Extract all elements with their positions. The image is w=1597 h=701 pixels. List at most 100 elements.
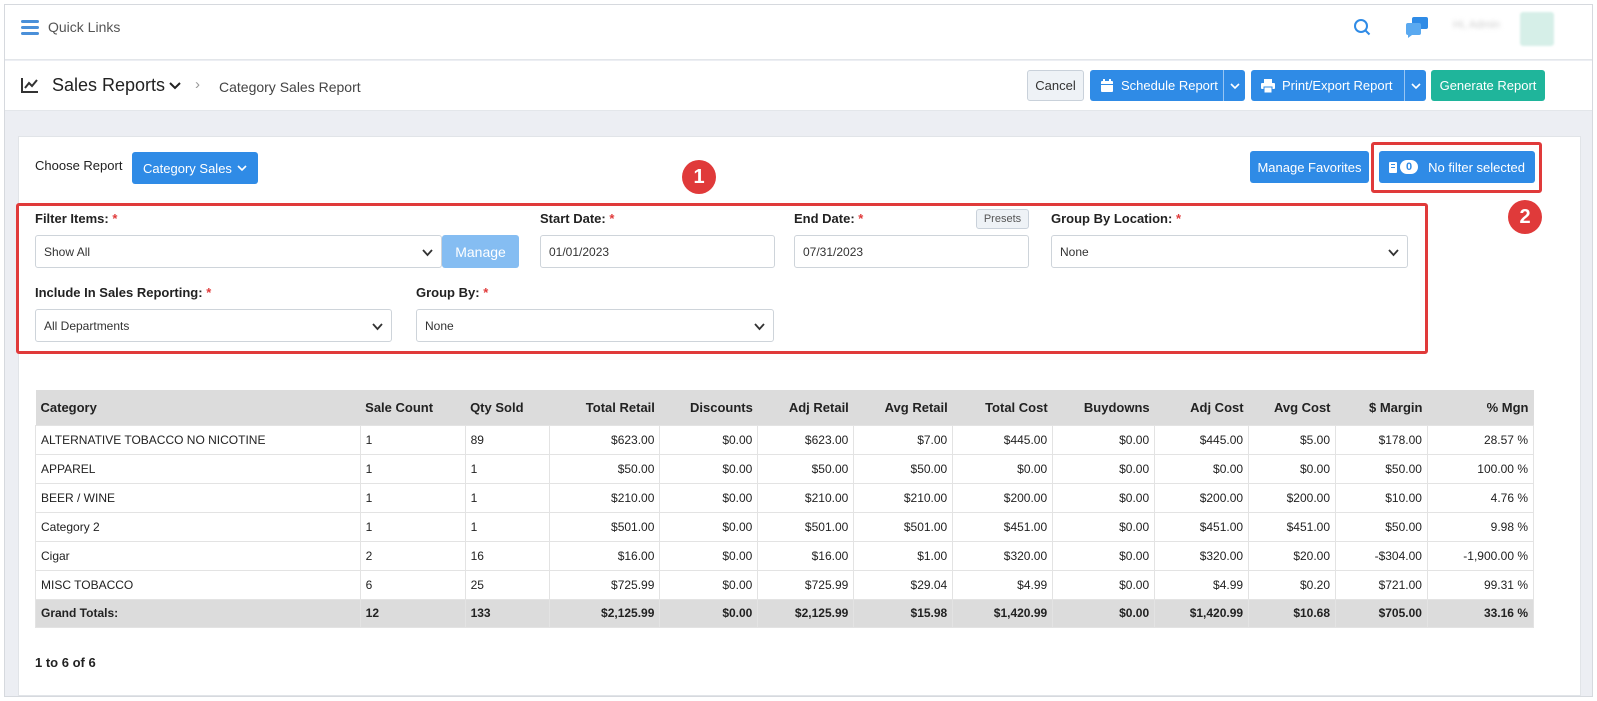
table-cell: $445.00 — [1154, 424, 1250, 455]
generate-report-button[interactable]: Generate Report — [1431, 70, 1545, 101]
table-cell: $15.98 — [853, 598, 954, 628]
include-in-sales-select[interactable]: All Departments — [35, 309, 392, 342]
choose-report-label: Choose Report — [35, 158, 123, 173]
cancel-button[interactable]: Cancel — [1027, 70, 1084, 101]
line-chart-icon — [21, 78, 38, 93]
group-by-location-select[interactable]: None — [1051, 235, 1408, 268]
table-cell: 133 — [464, 598, 551, 628]
end-date-input[interactable]: 07/31/2023 — [794, 235, 1029, 268]
table-cell: $4.99 — [952, 569, 1054, 600]
column-header[interactable]: Avg Retail — [853, 390, 953, 425]
schedule-dropdown-toggle[interactable] — [1223, 70, 1245, 101]
calendar-icon — [1101, 78, 1113, 92]
table-cell: $7.00 — [853, 424, 954, 455]
table-row: APPAREL 1 1 $50.00 $0.00 $50.00 $50.00 $0.00 $0.… — [35, 453, 1535, 484]
chat-icon[interactable] — [1405, 16, 1429, 38]
annotation-box-1 — [16, 203, 1428, 354]
chevron-down-icon[interactable] — [168, 79, 182, 93]
chevron-down-icon — [237, 165, 247, 172]
table-cell: $0.00 — [659, 598, 759, 628]
table-cell: 1 — [359, 482, 466, 513]
column-header[interactable]: Qty Sold — [465, 390, 550, 425]
table-cell: $50.00 — [853, 453, 954, 484]
table-header-row: Category Sale Count Qty Sold Total Retai… — [35, 390, 1534, 425]
table-cell: $0.00 — [659, 482, 759, 513]
table-cell: $10.68 — [1248, 598, 1337, 628]
hamburger-icon[interactable] — [21, 20, 39, 36]
table-cell: $451.00 — [1248, 511, 1337, 542]
column-header[interactable]: Sale Count — [360, 390, 466, 425]
page-title[interactable]: Sales Reports — [52, 75, 166, 95]
filter-count-badge: 0 — [1400, 160, 1419, 174]
table-cell: $0.00 — [659, 540, 759, 571]
chevron-down-icon — [372, 323, 383, 331]
table-cell: $50.00 — [1335, 453, 1428, 484]
group-by-select[interactable]: None — [416, 309, 774, 342]
filter-status-button[interactable]: 0 No filter selected — [1379, 151, 1535, 183]
table-row: ALTERNATIVE TOBACCO NO NICOTINE 1 89 $623.0… — [35, 424, 1535, 455]
column-header[interactable]: Adj Retail — [757, 390, 854, 425]
table-cell: $210.00 — [549, 482, 661, 513]
table-cell: 4.76 % — [1426, 482, 1535, 513]
table-cell: $178.00 — [1335, 424, 1428, 455]
table-cell: $0.00 — [1248, 453, 1337, 484]
table-cell: $20.00 — [1248, 540, 1337, 571]
table-cell: Category 2 — [35, 511, 361, 542]
column-header[interactable]: Category — [35, 390, 361, 425]
column-header[interactable]: % Mgn — [1427, 390, 1534, 425]
table-cell: 1 — [464, 511, 551, 542]
table-cell: $0.00 — [1052, 453, 1156, 484]
presets-button[interactable]: Presets — [976, 209, 1029, 229]
manage-favorites-button[interactable]: Manage Favorites — [1250, 151, 1369, 183]
table-cell: $623.00 — [549, 424, 661, 455]
quick-links-link[interactable]: Quick Links — [48, 19, 121, 35]
table-cell: $210.00 — [757, 482, 855, 513]
table-cell: -$304.00 — [1335, 540, 1428, 571]
table-cell: $0.20 — [1248, 569, 1337, 600]
printer-icon — [1261, 78, 1275, 93]
column-header[interactable]: Discounts — [659, 390, 758, 425]
schedule-report-button[interactable]: Schedule Report — [1090, 70, 1245, 101]
column-header[interactable]: Total Retail — [549, 390, 660, 425]
include-in-sales-value: All Departments — [44, 318, 130, 333]
print-export-button[interactable]: Print/Export Report — [1251, 70, 1426, 101]
chevron-down-icon — [1410, 82, 1421, 89]
include-in-sales-label: Include In Sales Reporting: * — [35, 285, 212, 300]
filter-icon — [1389, 161, 1398, 173]
manage-filter-button[interactable]: Manage — [442, 235, 519, 268]
print-dropdown-toggle[interactable] — [1404, 70, 1426, 101]
table-cell: $1.00 — [853, 540, 954, 571]
table-cell: 99.31 % — [1426, 569, 1535, 600]
table-cell: 33.16 % — [1426, 598, 1535, 628]
group-by-value: None — [425, 318, 454, 333]
chevron-down-icon — [754, 323, 765, 331]
table-cell: $4.99 — [1154, 569, 1250, 600]
column-header[interactable]: Adj Cost — [1154, 390, 1249, 425]
table-cell: 16 — [464, 540, 551, 571]
user-name[interactable]: Hi, Admin — [1453, 19, 1501, 31]
table-cell: $0.00 — [659, 569, 759, 600]
search-icon[interactable] — [1353, 18, 1371, 36]
column-header[interactable]: Avg Cost — [1248, 390, 1336, 425]
table-cell: $445.00 — [952, 424, 1054, 455]
table-cell: 89 — [464, 424, 551, 455]
filter-items-select[interactable]: Show All — [35, 235, 442, 268]
grand-totals-row: Grand Totals: 12 133 $2,125.99 $0.00 $2,125.9… — [35, 598, 1535, 628]
column-header[interactable]: Total Cost — [952, 390, 1053, 425]
column-header[interactable]: $ Margin — [1335, 390, 1428, 425]
column-header[interactable]: Buydowns — [1052, 390, 1155, 425]
table-cell: 1 — [359, 424, 466, 455]
table-cell: $0.00 — [1052, 540, 1156, 571]
chevron-down-icon — [1229, 82, 1240, 89]
table-cell: 1 — [359, 511, 466, 542]
table-cell: $725.99 — [757, 569, 855, 600]
table-cell: $0.00 — [1052, 511, 1156, 542]
start-date-input[interactable]: 01/01/2023 — [540, 235, 775, 268]
avatar[interactable] — [1520, 12, 1554, 46]
table-cell: $200.00 — [952, 482, 1054, 513]
table-cell: $0.00 — [659, 424, 759, 455]
table-cell: $0.00 — [1052, 482, 1156, 513]
app-window: Quick Links Hi, Admin Sales Reports › Ca… — [4, 4, 1593, 697]
table-cell: 12 — [359, 598, 466, 628]
choose-report-dropdown[interactable]: Category Sales — [132, 152, 258, 184]
